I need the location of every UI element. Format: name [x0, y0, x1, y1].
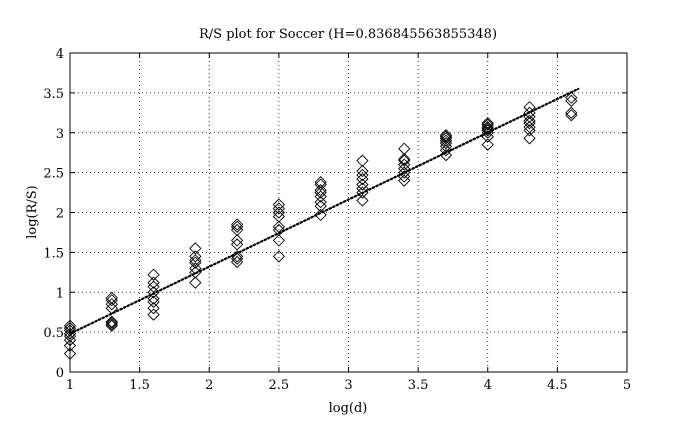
- x-tick-label: 1: [66, 378, 74, 393]
- x-tick-label: 2.5: [269, 378, 290, 393]
- data-point-diamond: [565, 106, 578, 119]
- data-point-diamond: [189, 256, 202, 269]
- data-point-diamond: [356, 164, 369, 178]
- data-point-diamond: [314, 176, 327, 189]
- data-point-diamond: [147, 292, 160, 305]
- data-point-diamond: [272, 220, 286, 233]
- data-point-diamond: [565, 94, 578, 107]
- data-point-diamond: [105, 291, 118, 304]
- data-point-diamond: [439, 136, 453, 150]
- data-point-diamond: [272, 250, 286, 263]
- y-axis-label: log(R/S): [25, 185, 40, 239]
- data-point-diamond: [189, 262, 202, 275]
- data-point-diamond: [63, 324, 77, 337]
- x-tick-label: 3.5: [408, 378, 429, 393]
- y-tick-label: 1: [56, 286, 64, 301]
- data-point-diamond: [523, 121, 536, 134]
- y-tick-label: 3: [56, 127, 64, 142]
- y-tick-label: 2.5: [43, 167, 64, 182]
- data-point-diamond: [314, 184, 327, 197]
- x-axis-label: log(d): [329, 401, 368, 416]
- y-tick-label: 0: [56, 366, 64, 381]
- x-tick-label: 3: [344, 378, 352, 393]
- data-point-diamond: [398, 154, 411, 167]
- x-tick-label: 4.5: [547, 378, 568, 393]
- data-point-diamond: [63, 322, 77, 335]
- axis-ticks: [69, 52, 628, 373]
- data-point-diamond: [398, 142, 411, 155]
- data-point-diamond: [314, 208, 327, 222]
- data-point-diamond: [439, 129, 453, 142]
- data-point-diamond: [105, 298, 118, 311]
- data-point-diamond: [147, 276, 160, 289]
- data-point-diamond: [105, 294, 118, 307]
- data-point-diamond: [314, 195, 327, 209]
- y-tick-label: 1.5: [43, 246, 64, 261]
- data-point-diamond: [272, 234, 286, 247]
- data-point-diamond: [398, 174, 411, 187]
- data-point-diamond: [481, 117, 494, 130]
- data-point-diamond: [230, 250, 244, 263]
- x-tick-label: 5: [623, 378, 631, 393]
- data-point-diamond: [63, 329, 77, 343]
- x-tick-label: 4: [484, 378, 492, 393]
- data-point-diamond: [147, 308, 160, 321]
- data-point-diamond: [105, 315, 118, 328]
- fit-line-group: [68, 87, 580, 335]
- data-point-diamond: [356, 178, 369, 191]
- data-point-diamond: [398, 152, 411, 166]
- data-point-diamond: [105, 316, 118, 329]
- data-point-diamond: [439, 130, 453, 143]
- y-tick-label: 3.5: [43, 87, 64, 102]
- data-point-diamond: [230, 220, 244, 233]
- data-point-diamond: [481, 118, 494, 131]
- data-point-diamond: [189, 242, 202, 255]
- data-point-diamond: [314, 186, 327, 199]
- data-point-diamond: [189, 250, 202, 263]
- data-point-diamond: [63, 339, 77, 352]
- data-point-diamond: [439, 148, 453, 162]
- data-points: [63, 91, 578, 360]
- data-point-diamond: [565, 91, 578, 104]
- data-point-diamond: [147, 302, 160, 315]
- data-point-diamond: [147, 268, 160, 281]
- data-point-diamond: [63, 347, 77, 360]
- plot-area-frame: [69, 52, 628, 373]
- data-point-diamond: [356, 194, 369, 207]
- data-point-diamond: [189, 276, 202, 289]
- data-point-diamond: [481, 138, 494, 151]
- data-point-diamond: [105, 318, 118, 331]
- fit-line: [68, 87, 580, 335]
- x-tick-label: 2: [205, 378, 213, 393]
- data-point-diamond: [63, 319, 77, 332]
- data-point-diamond: [523, 106, 536, 119]
- y-tick-label: 0.5: [43, 326, 64, 341]
- data-point-diamond: [272, 198, 286, 211]
- data-point-diamond: [314, 178, 327, 191]
- chart-title: R/S plot for Soccer (H=0.836845563855348…: [199, 27, 497, 42]
- y-tick-label: 2: [56, 207, 64, 222]
- x-tick-label: 1.5: [129, 378, 150, 393]
- data-point-diamond: [230, 238, 244, 251]
- y-tick-label: 4: [56, 47, 64, 62]
- data-point-diamond: [147, 286, 160, 299]
- data-point-diamond: [230, 218, 244, 231]
- grid-lines: [70, 53, 627, 372]
- data-point-diamond: [523, 132, 536, 145]
- y-tick-labels: 0 0.5 1 1.5 2 2.5 3 3.5 4: [43, 47, 64, 381]
- data-point-diamond: [565, 109, 578, 122]
- data-point-diamond: [356, 154, 369, 167]
- data-point-diamond: [230, 252, 244, 265]
- x-tick-labels: 1 1.5 2 2.5 3 3.5 4 4.5 5: [66, 378, 631, 393]
- data-point-diamond: [230, 234, 244, 247]
- data-point-diamond: [523, 117, 536, 130]
- data-point-diamond: [523, 101, 536, 114]
